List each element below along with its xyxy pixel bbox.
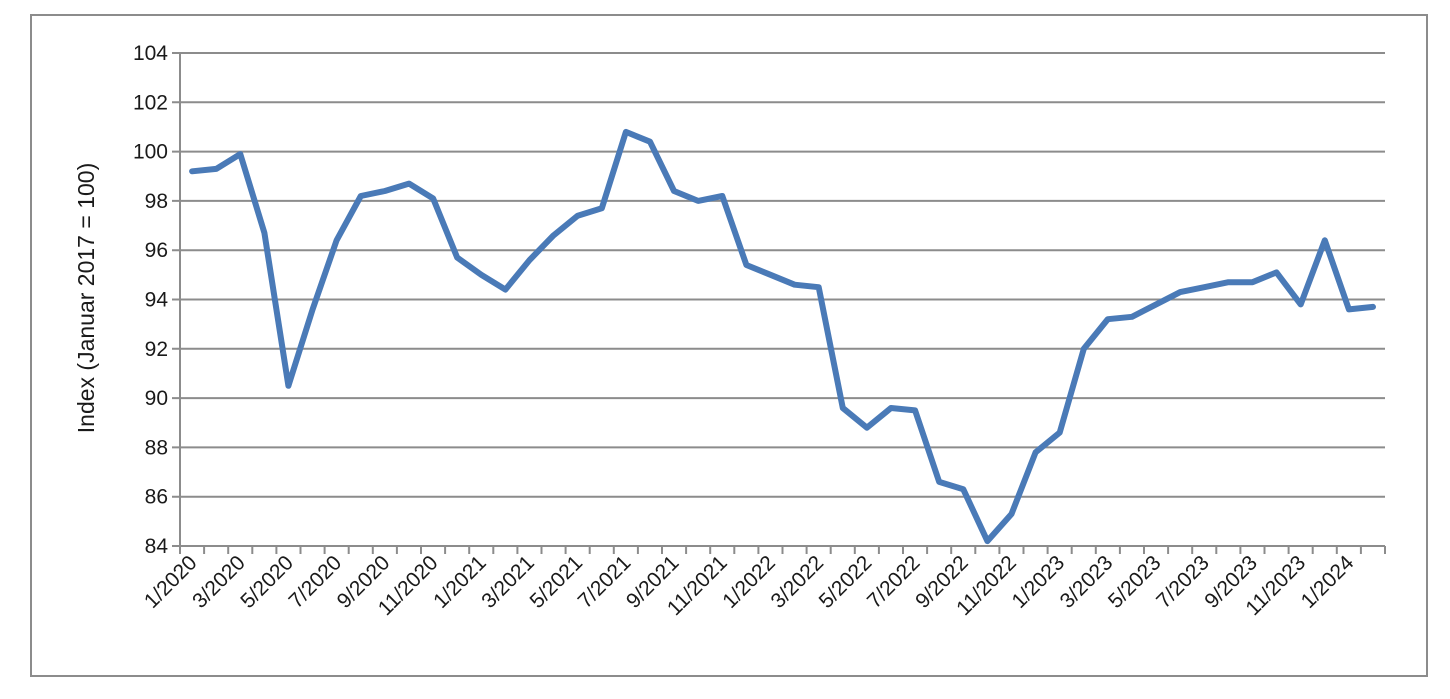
y-tick-label: 92 (145, 338, 168, 361)
x-tick-label: 5/2020 (236, 551, 298, 613)
y-tick-label: 94 (145, 289, 169, 312)
x-tick-label: 5/2022 (815, 551, 877, 613)
x-tick-label: 5/2021 (526, 551, 588, 613)
x-tick-label: 1/2024 (1297, 551, 1359, 613)
axes (179, 53, 1386, 554)
x-tick-label: 7/2022 (863, 551, 925, 613)
x-tick-label: 7/2021 (574, 551, 636, 613)
y-tick-label: 98 (145, 190, 168, 213)
x-tick-label: 3/2022 (767, 551, 829, 613)
x-tick-label: 5/2023 (1104, 551, 1166, 613)
x-tick-label: 3/2020 (188, 551, 250, 613)
y-tick-label: 96 (145, 239, 168, 262)
y-tick-labels: 84 86 88 90 92 94 96 98 100 102 104 (133, 42, 168, 558)
y-tick-label: 88 (145, 436, 168, 459)
y-tick-label: 102 (133, 91, 168, 114)
x-tick-label: 3/2021 (477, 551, 539, 613)
x-tick-label: 7/2023 (1152, 551, 1214, 613)
chart-frame: 84 86 88 90 92 94 96 98 100 102 104 1/2020 3/2020 5/… (30, 14, 1428, 677)
x-tick-label: 1/2020 (140, 551, 202, 613)
series-line (189, 128, 1376, 545)
y-tick-label: 86 (145, 486, 168, 509)
gridlines (172, 52, 1385, 547)
x-tick-label: 1/2021 (429, 551, 491, 613)
y-tick-label: 90 (145, 387, 168, 410)
x-tick-label: 1/2022 (718, 551, 780, 613)
y-tick-label: 104 (133, 42, 168, 65)
y-axis-label: Index (Januar 2017 = 100) (73, 163, 99, 433)
series-group (189, 128, 1376, 545)
x-tick-labels: 1/20203/20205/20207/20209/202011/20201/2… (140, 551, 1359, 620)
y-tick-label: 84 (145, 535, 169, 558)
x-tick-label: 3/2023 (1056, 551, 1118, 613)
x-tick-label: 1/2023 (1008, 551, 1070, 613)
y-tick-label: 100 (133, 141, 168, 164)
x-tick-label: 7/2020 (285, 551, 347, 613)
